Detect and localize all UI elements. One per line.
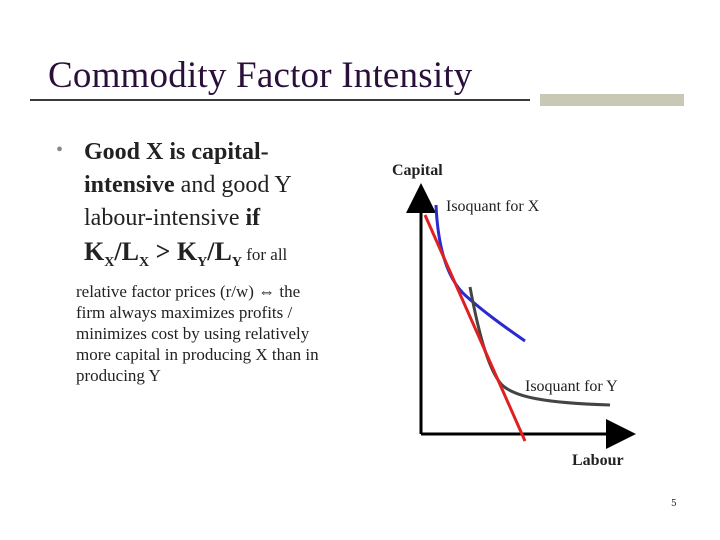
y-axis-label: Capital (392, 162, 443, 179)
title-divider-accent (540, 94, 684, 106)
ratio-kx: K (84, 237, 105, 266)
page-number: 5 (671, 499, 677, 509)
bullet-line-2-bold: intensive (84, 172, 175, 198)
capital-labour-ratio: KX/LX > KY/LY (84, 237, 242, 270)
slide-title: Commodity Factor Intensity (48, 55, 473, 96)
ratio-ky-sub: Y (197, 255, 208, 271)
explanation-line: firm always maximizes profits / (76, 303, 293, 323)
explanation-line: relative factor prices (r/w) ⇔ the (76, 282, 301, 302)
explanation-line: more capital in producing X than in (76, 345, 319, 365)
bullet-line-1: Good X is capital- (84, 139, 269, 165)
factor-price-line (423, 214, 527, 442)
isoquant-x-label: Isoquant for X (446, 198, 540, 215)
bullet-line-3: labour-intensive if (56, 202, 361, 235)
ratio-ly-sub: Y (231, 255, 242, 271)
isoquant-y-label: Isoquant for Y (525, 378, 618, 395)
title-divider (30, 99, 530, 101)
ratio-tail: for all (241, 245, 288, 264)
explanation-line: producing Y (76, 366, 161, 386)
ratio-lx-sub: X (138, 255, 150, 271)
x-axis-label: Labour (572, 452, 624, 469)
bullet-text-block: • Good X is capital- intensive and good … (56, 136, 361, 386)
ratio-line: KX/LX > KY/LY for all (56, 235, 361, 279)
isoquant-y-curve (468, 286, 611, 407)
bullet-line-3-plain: labour-intensive (84, 205, 246, 231)
bullet-line-2-rest: and good Y (174, 172, 292, 198)
bullet-line-3-bold: if (245, 205, 261, 231)
ratio-lx: /L (114, 237, 139, 266)
bullet-line-2: intensive and good Y (56, 169, 361, 202)
ratio-kx-sub: X (104, 255, 115, 271)
bullet-explanation: relative factor prices (r/w) ⇔ the firm … (56, 281, 361, 386)
ratio-ly: /L (207, 237, 232, 266)
bullet-marker: • (56, 139, 64, 161)
ratio-ky: K (176, 237, 198, 266)
explanation-line: minimizes cost by using relatively (76, 324, 310, 344)
ratio-gt: > (149, 237, 177, 266)
isoquant-x-curve (434, 204, 526, 343)
